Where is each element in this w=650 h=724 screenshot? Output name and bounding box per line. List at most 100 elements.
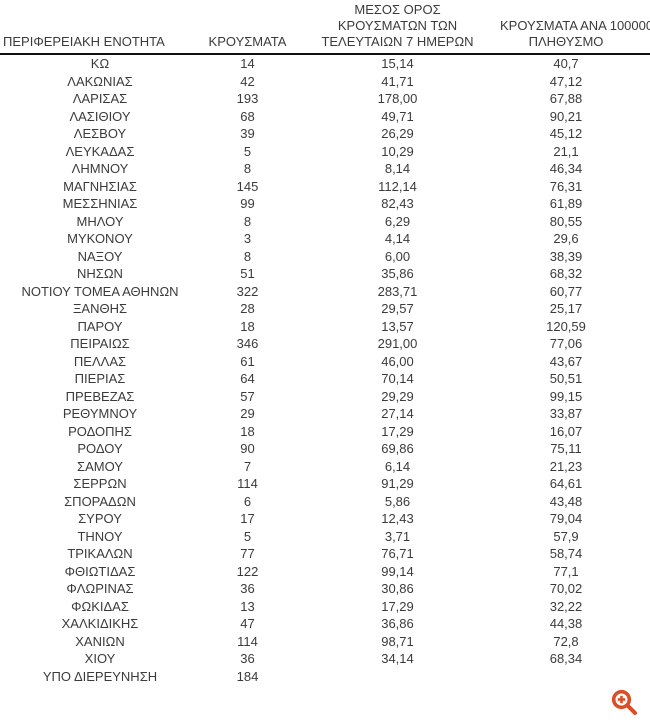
table-row: ΜΥΚΟΝΟΥ 3 4,14 29,6 bbox=[0, 230, 650, 248]
region-name: ΣΥΡΟΥ bbox=[78, 511, 122, 526]
table-row: ΜΕΣΣΗΝΙΑΣ 99 82,43 61,89 bbox=[0, 195, 650, 213]
region-name: ΡΟΔΟΥ bbox=[77, 441, 123, 456]
cases-value: 8 bbox=[243, 213, 252, 229]
per100k-value: 47,12 bbox=[549, 73, 583, 89]
region-name: ΣΠΟΡΑΔΩΝ bbox=[64, 493, 136, 509]
avg7-value: 6,00 bbox=[384, 248, 411, 264]
region-name: ΝΗΣΩΝ bbox=[77, 266, 123, 281]
avg7-value: 69,86 bbox=[381, 441, 414, 456]
avg7-value: 49,71 bbox=[381, 108, 414, 124]
cases-value: 61 bbox=[240, 353, 255, 369]
table-row: ΛΑΡΙΣΑΣ 193 178,00 67,88 bbox=[0, 90, 650, 108]
avg7-value: 36,86 bbox=[381, 616, 414, 631]
region-name: ΛΕΥΚΑΔΑΣ bbox=[65, 143, 135, 159]
avg7-value: 8,14 bbox=[384, 161, 411, 176]
table-row: ΝΑΞΟΥ 8 6,00 38,39 bbox=[0, 248, 650, 266]
cases-value: 184 bbox=[236, 668, 259, 684]
per100k-value: 76,31 bbox=[549, 178, 583, 194]
avg7-value: 99,14 bbox=[381, 563, 414, 579]
per100k-value: 43,48 bbox=[549, 493, 583, 509]
avg7-value: 17,29 bbox=[381, 598, 414, 614]
header-avg7-line1: ΜΕΣΟΣ ΟΡΟΣ bbox=[354, 2, 441, 17]
header-per100k-line2: ΠΛΗΘΥΣΜΟ bbox=[528, 34, 604, 49]
per100k-value: 60,77 bbox=[549, 283, 583, 299]
avg7-value: 15,14 bbox=[381, 56, 414, 71]
table-row: ΣΕΡΡΩΝ 114 91,29 64,61 bbox=[0, 475, 650, 493]
per100k-value: 99,15 bbox=[549, 388, 583, 404]
avg7-value: 178,00 bbox=[377, 91, 418, 106]
per100k-value: 44,38 bbox=[549, 616, 583, 631]
region-name: ΣΑΜΟΥ bbox=[77, 458, 123, 474]
region-name: ΛΕΣΒΟΥ bbox=[73, 126, 127, 141]
table-row: ΛΕΣΒΟΥ 39 26,29 45,12 bbox=[0, 125, 650, 143]
header-avg7-line3: ΤΕΛΕΥΤΑΙΩΝ 7 ΗΜΕΡΩΝ bbox=[321, 34, 474, 49]
per100k-value: 67,88 bbox=[549, 91, 583, 106]
cases-value: 42 bbox=[240, 73, 255, 89]
cases-value: 17 bbox=[240, 511, 255, 526]
table-row: ΞΑΝΘΗΣ 28 29,57 25,17 bbox=[0, 300, 650, 318]
region-name: ΠΑΡΟΥ bbox=[77, 318, 123, 334]
cases-value: 193 bbox=[236, 91, 259, 106]
region-name: ΜΥΚΟΝΟΥ bbox=[67, 231, 133, 246]
table-row: ΣΠΟΡΑΔΩΝ 6 5,86 43,48 bbox=[0, 493, 650, 511]
region-name: ΦΘΙΩΤΙΔΑΣ bbox=[64, 563, 136, 579]
cases-value: 6 bbox=[243, 493, 252, 509]
region-name: ΡΕΘΥΜΝΟΥ bbox=[62, 406, 138, 421]
region-name: ΤΡΙΚΑΛΩΝ bbox=[67, 546, 133, 561]
cases-value: 29 bbox=[240, 406, 255, 421]
per100k-value: 77,1 bbox=[553, 563, 579, 579]
cases-value: 8 bbox=[243, 248, 252, 264]
region-name: ΠΕΙΡΑΙΩΣ bbox=[70, 336, 130, 351]
per100k-value bbox=[500, 668, 650, 686]
cases-table: ΠΕΡΙΦΕΡΕΙΑΚΗ ΕΝΟΤΗΤΑ ΚΡΟΥΣΜΑΤΑ ΜΕΣΟΣ ΟΡΟ… bbox=[0, 0, 650, 686]
header-row: ΠΕΡΙΦΕΡΕΙΑΚΗ ΕΝΟΤΗΤΑ ΚΡΟΥΣΜΑΤΑ ΜΕΣΟΣ ΟΡΟ… bbox=[0, 0, 650, 55]
cases-value: 7 bbox=[243, 458, 252, 474]
table-row: ΠΙΕΡΙΑΣ 64 70,14 50,51 bbox=[0, 370, 650, 388]
region-name: ΠΡΕΒΕΖΑΣ bbox=[65, 388, 135, 404]
per100k-value: 33,87 bbox=[549, 406, 583, 421]
region-name: ΛΗΜΝΟΥ bbox=[71, 161, 129, 176]
cases-value: 346 bbox=[236, 336, 259, 351]
table-row: ΡΟΔΟΥ 90 69,86 75,11 bbox=[0, 440, 650, 458]
cases-value: 18 bbox=[240, 423, 255, 439]
region-name: ΦΛΩΡΙΝΑΣ bbox=[66, 581, 134, 596]
per100k-value: 38,39 bbox=[549, 248, 583, 264]
header-region-label: ΠΕΡΙΦΕΡΕΙΑΚΗ ΕΝΟΤΗΤΑ bbox=[3, 34, 165, 49]
header-avg7-line2: ΚΡΟΥΣΜΑΤΩΝ ΤΩΝ bbox=[337, 18, 458, 33]
per100k-value: 45,12 bbox=[549, 126, 583, 141]
table-row: ΤΗΝΟΥ 5 3,71 57,9 bbox=[0, 528, 650, 546]
cases-value: 90 bbox=[240, 441, 255, 456]
table-row: ΧΙΟΥ 36 34,14 68,34 bbox=[0, 650, 650, 668]
cases-value: 68 bbox=[240, 108, 255, 124]
per100k-value: 50,51 bbox=[549, 371, 583, 386]
per100k-value: 68,32 bbox=[549, 266, 583, 281]
per100k-value: 61,89 bbox=[549, 196, 583, 211]
cases-value: 36 bbox=[240, 581, 255, 596]
region-name: ΜΑΓΝΗΣΙΑΣ bbox=[63, 178, 137, 194]
per100k-value: 68,34 bbox=[549, 651, 583, 666]
cases-value: 77 bbox=[240, 546, 255, 561]
cases-value: 99 bbox=[240, 196, 255, 211]
cases-value: 51 bbox=[240, 266, 255, 281]
region-name: ΣΕΡΡΩΝ bbox=[73, 476, 127, 491]
cases-value: 18 bbox=[240, 318, 255, 334]
cases-value: 145 bbox=[236, 178, 259, 194]
per100k-value: 46,34 bbox=[549, 161, 583, 176]
zoom-in-icon[interactable] bbox=[610, 688, 638, 716]
avg7-value: 4,14 bbox=[384, 231, 411, 246]
table-row: ΛΕΥΚΑΔΑΣ 5 10,29 21,1 bbox=[0, 143, 650, 161]
per100k-value: 72,8 bbox=[553, 633, 579, 649]
per100k-value: 57,9 bbox=[553, 528, 579, 544]
table-row: ΣΥΡΟΥ 17 12,43 79,04 bbox=[0, 510, 650, 528]
avg7-value: 17,29 bbox=[381, 423, 414, 439]
avg7-value: 283,71 bbox=[377, 283, 418, 299]
region-name: ΛΑΡΙΣΑΣ bbox=[72, 91, 128, 106]
region-name: ΛΑΣΙΘΙΟΥ bbox=[69, 108, 131, 124]
per100k-value: 80,55 bbox=[549, 213, 583, 229]
avg7-value: 91,29 bbox=[381, 476, 414, 491]
avg7-value: 13,57 bbox=[381, 318, 414, 334]
region-name: ΚΩ bbox=[90, 56, 110, 71]
per100k-value: 64,61 bbox=[549, 476, 583, 491]
per100k-value: 90,21 bbox=[549, 108, 583, 124]
cases-value: 322 bbox=[236, 283, 259, 299]
